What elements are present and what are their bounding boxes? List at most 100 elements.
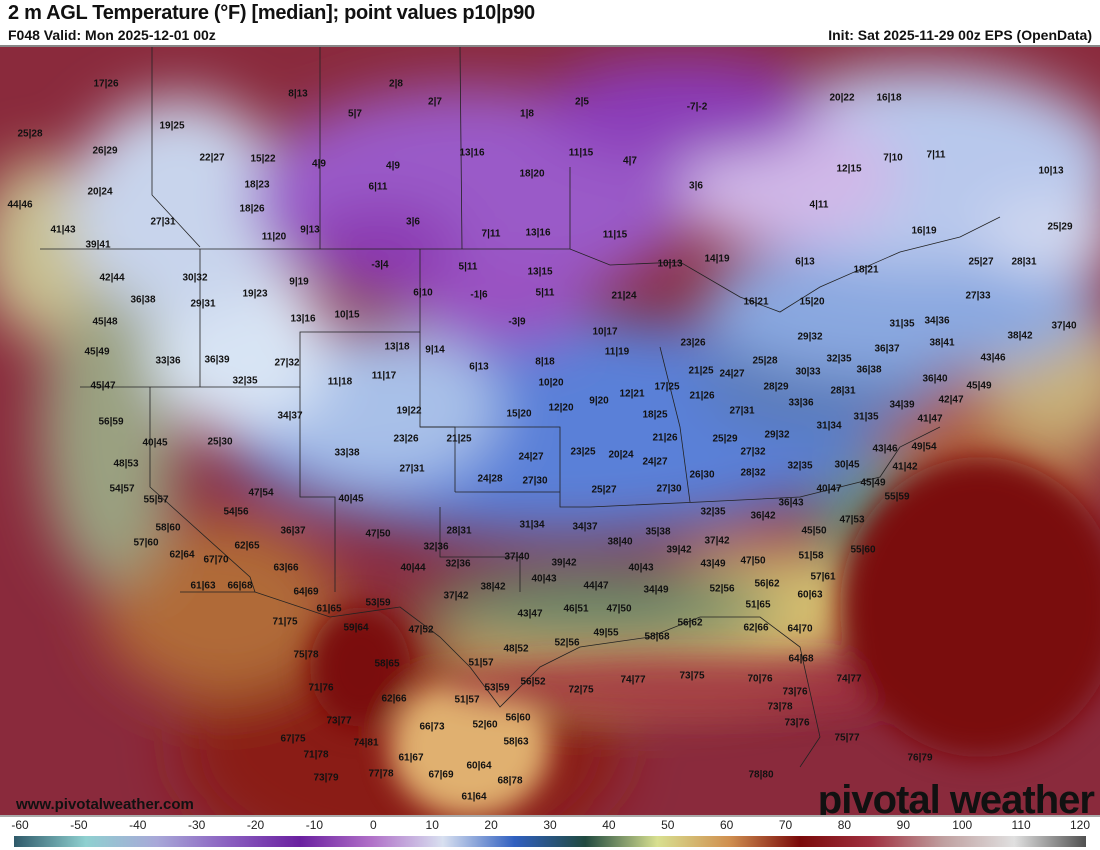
point-value-label: 11|19 (604, 346, 630, 358)
point-value-label: 36|39 (204, 354, 230, 366)
point-value-label: 51|57 (468, 657, 494, 669)
point-value-label: 64|69 (293, 586, 319, 598)
point-value-label: 28|31 (830, 385, 856, 397)
point-value-label: 32|36 (445, 558, 471, 570)
point-value-label: 24|27 (642, 456, 668, 468)
point-value-label: 29|32 (764, 429, 790, 441)
website-url[interactable]: www.pivotalweather.com (16, 796, 194, 813)
map-title: 2 m AGL Temperature (°F) [median]; point… (8, 2, 535, 24)
point-value-label: 39|42 (666, 544, 692, 556)
point-value-label: 74|81 (353, 737, 379, 749)
point-value-label: 55|57 (143, 494, 169, 506)
point-value-label: 17|25 (654, 381, 680, 393)
point-value-label: 47|53 (839, 514, 865, 526)
point-value-label: 40|47 (816, 483, 842, 495)
point-value-label: 9|13 (300, 224, 320, 236)
point-value-label: 42|47 (938, 394, 964, 406)
point-value-label: 16|21 (743, 296, 769, 308)
point-value-label: 31|35 (853, 411, 879, 423)
point-value-label: 44|46 (7, 199, 33, 211)
point-value-label: 62|65 (234, 540, 260, 552)
point-value-label: 71|76 (308, 682, 334, 694)
point-value-label: -3|9 (508, 316, 526, 328)
point-value-label: 43|46 (980, 352, 1006, 364)
point-value-label: 24|28 (477, 473, 503, 485)
point-value-label: 10|17 (592, 326, 618, 338)
point-value-label: 58|65 (374, 658, 400, 670)
point-value-label: 25|27 (591, 484, 617, 496)
point-value-label: 27|31 (399, 463, 425, 475)
point-value-label: 33|36 (155, 355, 181, 367)
colorbar-tick-label: -10 (305, 818, 324, 832)
point-value-label: 11|20 (261, 231, 287, 243)
point-value-label: 4|9 (386, 160, 400, 172)
point-value-label: 52|56 (554, 637, 580, 649)
colorbar-tick-label: 0 (369, 818, 377, 832)
point-value-label: 47|50 (365, 528, 391, 540)
point-value-label: 58|63 (503, 736, 529, 748)
point-value-label: 47|54 (248, 487, 274, 499)
point-value-label: 48|53 (113, 458, 139, 470)
point-value-label: 41|43 (50, 224, 76, 236)
point-value-label: 16|19 (911, 225, 937, 237)
point-value-label: 43|46 (872, 443, 898, 455)
temperature-map[interactable]: 17|26 8|13 2|8 2|7 5|7 1|8 2|5 -7|-2 20|22 16|18 2… (0, 45, 1100, 817)
point-value-label: 39|41 (85, 239, 111, 251)
colorbar-tick-label: -30 (187, 818, 206, 832)
point-value-label: 5|11 (535, 287, 555, 299)
point-value-label: 58|68 (644, 631, 670, 643)
point-value-label: 51|65 (745, 599, 771, 611)
point-value-label: 61|65 (316, 603, 342, 615)
point-value-label: 48|52 (503, 643, 529, 655)
point-value-label: 37|40 (1051, 320, 1077, 332)
point-value-label: 75|77 (834, 732, 860, 744)
colorbar-tick-label: -40 (129, 818, 147, 832)
point-value-label: 56|52 (520, 676, 546, 688)
point-value-label: 32|35 (826, 353, 852, 365)
point-value-label: 3|6 (406, 216, 420, 228)
point-value-label: 15|20 (506, 408, 532, 420)
point-value-label: 23|25 (570, 446, 596, 458)
point-value-label: 66|73 (419, 721, 445, 733)
point-value-label: 31|34 (519, 519, 545, 531)
point-value-label: 11|15 (602, 229, 628, 241)
point-value-label: 13|18 (384, 341, 410, 353)
point-value-label: 49|55 (593, 627, 619, 639)
point-value-label: 55|60 (850, 544, 876, 556)
point-value-label: 73|78 (767, 701, 793, 713)
point-value-label: 17|26 (93, 78, 119, 90)
point-value-label: 25|29 (1047, 221, 1073, 233)
pivotal-weather-logo: pivotal weather (817, 778, 1095, 817)
point-value-label: -1|6 (470, 289, 488, 301)
point-value-label: 31|35 (889, 318, 915, 330)
colorbar-tick-label: 60 (719, 818, 734, 832)
point-value-label: 6|13 (469, 361, 489, 373)
valid-time: F048 Valid: Mon 2025-12-01 00z (8, 27, 216, 43)
colorbar-tick-label: 20 (484, 818, 498, 832)
point-value-label: 7|11 (481, 228, 501, 240)
point-value-label: 25|30 (207, 436, 233, 448)
point-value-label: 55|59 (884, 491, 910, 503)
point-value-label: 61|64 (461, 791, 487, 803)
point-value-label: 35|38 (645, 526, 671, 538)
colorbar-tick-label: -20 (246, 818, 265, 832)
point-value-label: 60|63 (797, 589, 823, 601)
point-value-label: 53|59 (484, 682, 510, 694)
point-value-label: 23|26 (393, 433, 419, 445)
point-value-label: 18|25 (642, 409, 668, 421)
point-value-label: 10|13 (1038, 165, 1064, 177)
colorbar-tick-label: -60 (11, 818, 29, 832)
point-value-label: 28|29 (763, 381, 789, 393)
point-value-label: 18|21 (853, 264, 879, 276)
point-value-label: 6|10 (413, 287, 433, 299)
point-value-label: 37|42 (443, 590, 469, 602)
point-value-label: 34|49 (643, 584, 669, 596)
point-value-label: 10|15 (334, 309, 360, 321)
point-value-label: 45|48 (92, 316, 118, 328)
point-value-label: 32|35 (232, 375, 258, 387)
point-value-label: 21|25 (688, 365, 714, 377)
colorbar-tick-label: 110 (1011, 818, 1031, 832)
point-value-label: 27|33 (965, 290, 991, 302)
point-value-label: 19|22 (396, 405, 422, 417)
point-value-label: 32|35 (787, 460, 813, 472)
